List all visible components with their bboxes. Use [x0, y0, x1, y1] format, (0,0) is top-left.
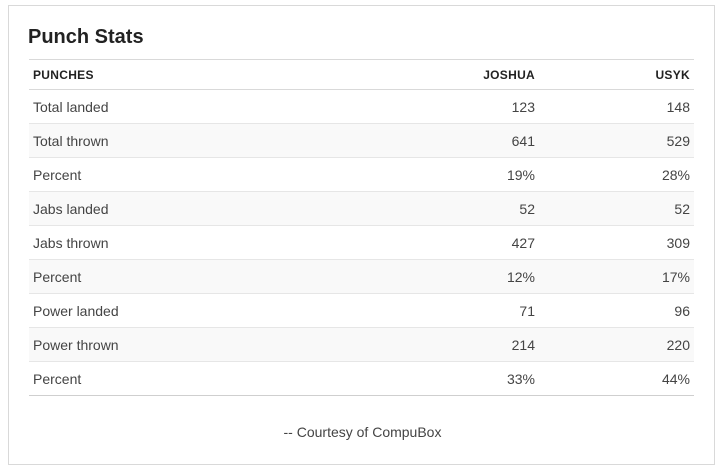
table-row: Percent 33% 44% [29, 362, 694, 396]
punch-stats-card: Punch Stats PUNCHES JOSHUA USYK Total la… [8, 5, 715, 465]
row-label: Total landed [33, 98, 109, 115]
column-header-punches: PUNCHES [33, 67, 94, 82]
table-row: Jabs landed 52 52 [29, 191, 694, 226]
joshua-value: 19% [506, 166, 535, 183]
table-row: Percent 19% 28% [29, 158, 694, 192]
table-row: Total landed 123 148 [29, 90, 694, 124]
joshua-value: 214 [511, 336, 535, 353]
usyk-value: 220 [666, 336, 690, 353]
table-row: Power thrown 214 220 [29, 327, 694, 362]
row-label: Percent [33, 166, 82, 183]
joshua-value: 71 [519, 302, 535, 319]
usyk-value: 309 [666, 234, 690, 251]
joshua-value: 12% [506, 268, 535, 285]
row-label: Total thrown [33, 132, 109, 149]
usyk-value: 96 [674, 302, 690, 319]
row-label: Percent [33, 268, 82, 285]
usyk-value: 44% [661, 370, 690, 387]
usyk-value: 52 [674, 200, 690, 217]
joshua-value: 641 [511, 132, 535, 149]
usyk-value: 148 [666, 98, 690, 115]
column-header-joshua: JOSHUA [483, 67, 535, 82]
row-label: Percent [33, 370, 82, 387]
table-row: Power landed 71 96 [29, 294, 694, 328]
joshua-value: 427 [511, 234, 535, 251]
row-label: Power landed [33, 302, 119, 319]
table-row: Jabs thrown 427 309 [29, 226, 694, 260]
joshua-value: 123 [511, 98, 535, 115]
table-header-row: PUNCHES JOSHUA USYK [29, 59, 694, 90]
column-header-usyk: USYK [655, 67, 690, 82]
usyk-value: 28% [661, 166, 690, 183]
usyk-value: 529 [666, 132, 690, 149]
source-credit: -- Courtesy of CompuBox [283, 424, 442, 440]
usyk-value: 17% [661, 268, 690, 285]
table-row: Percent 12% 17% [29, 259, 694, 294]
row-label: Jabs landed [33, 200, 109, 217]
joshua-value: 52 [519, 200, 535, 217]
joshua-value: 33% [506, 370, 535, 387]
row-label: Power thrown [33, 336, 119, 353]
punch-stats-table: PUNCHES JOSHUA USYK Total landed 123 148… [29, 59, 694, 396]
table-row: Total thrown 641 529 [29, 123, 694, 158]
card-title: Punch Stats [28, 26, 144, 48]
row-label: Jabs thrown [33, 234, 109, 251]
